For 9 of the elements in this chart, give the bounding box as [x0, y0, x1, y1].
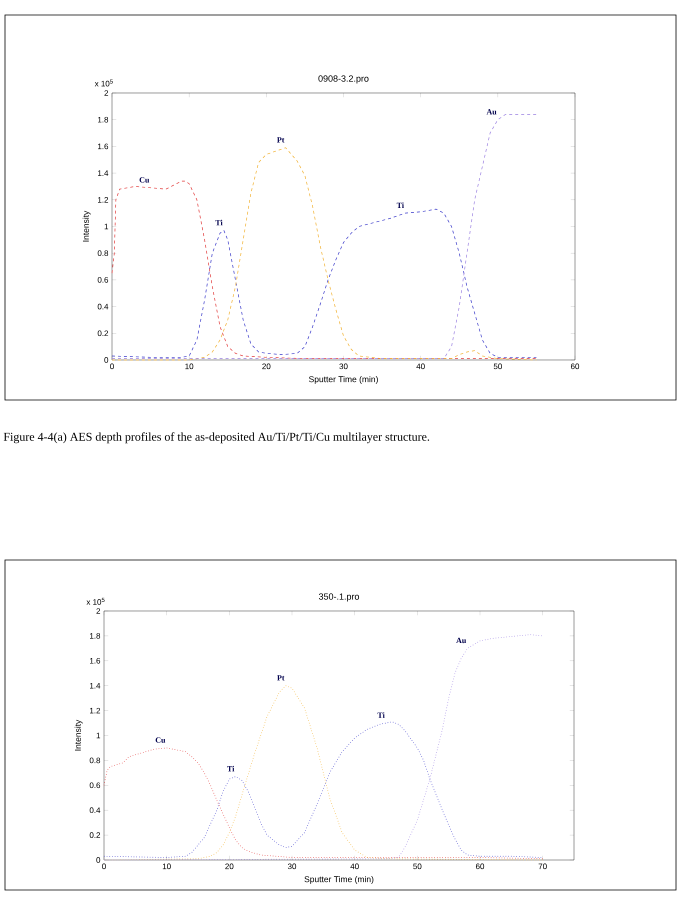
y-axis-title: Intensity: [74, 720, 83, 750]
line-series: [104, 634, 544, 860]
chart-title: 0908-3.2.pro: [318, 75, 369, 84]
chart-title: 350-.1.pro: [318, 593, 360, 602]
x-axis-title: Sputter Time (min): [308, 376, 378, 384]
caption: Figure 4-4(a) AES depth profiles of the as-deposited Au/Ti/Pt/Ti/Cu multilayer structure.: [4, 432, 430, 444]
line-series: [104, 721, 544, 858]
x-axis-title: Sputter Time (min): [304, 876, 374, 884]
y-axis-title: Intensity: [82, 210, 91, 242]
